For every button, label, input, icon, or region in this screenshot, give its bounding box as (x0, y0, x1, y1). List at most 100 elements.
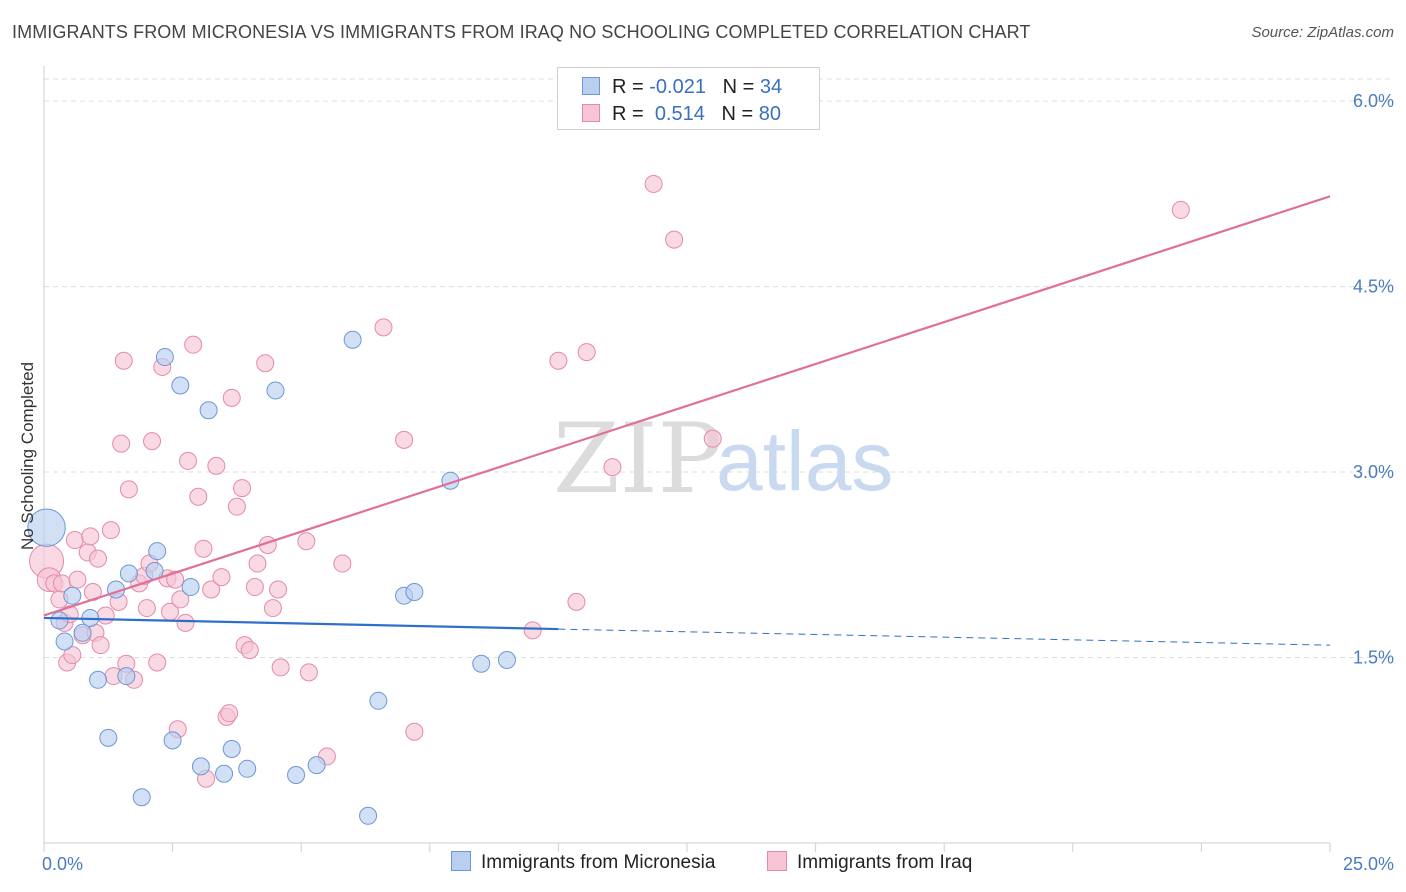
iraq-point (405, 722, 424, 741)
iraq-point (567, 592, 586, 611)
micronesia-point (287, 765, 306, 784)
micronesia-point (171, 376, 190, 395)
micronesia-point (266, 381, 285, 400)
bottom-legend-swatch-iraq (767, 851, 787, 871)
micronesia-point (369, 691, 388, 710)
bottom-legend-label-iraq: Immigrants from Iraq (797, 852, 973, 873)
iraq-point (271, 658, 290, 677)
iraq-point (184, 335, 203, 354)
micronesia-point (155, 348, 174, 367)
micronesia-point (191, 757, 210, 776)
iraq-point (220, 704, 239, 723)
iraq-point (665, 230, 684, 249)
iraq-point (603, 458, 622, 477)
y-tick-label: 3.0% (1353, 462, 1394, 482)
iraq-point (114, 351, 133, 370)
bottom-legend-iraq: Immigrants from Iraq (767, 851, 972, 874)
micronesia-point (50, 611, 69, 630)
x-tick-label: 25.0% (1343, 854, 1394, 874)
iraq-point (194, 539, 213, 558)
legend-n-label: N = (721, 103, 754, 125)
micronesia-point (119, 564, 138, 583)
grid-lines (44, 78, 1392, 659)
iraq-point (81, 527, 100, 546)
iraq-point (137, 599, 156, 618)
iraq-point (202, 580, 221, 599)
iraq-point (299, 663, 318, 682)
legend-swatch-micronesia (582, 77, 600, 95)
micronesia-point (181, 578, 200, 597)
iraq-point (91, 636, 110, 655)
micronesia-point (63, 586, 82, 605)
iraq-point (171, 590, 190, 609)
watermark-atlas: atlas (716, 414, 893, 508)
x-tick-label: 0.0% (42, 854, 83, 874)
axes (43, 66, 1331, 852)
iraq-point (176, 613, 195, 632)
iraq-point (112, 434, 131, 453)
bottom-legend-swatch-micronesia (451, 851, 471, 871)
iraq-point (644, 174, 663, 193)
iraq-point (63, 646, 82, 665)
iraq-point (263, 599, 282, 618)
bottom-legend-micronesia: Immigrants from Micronesia (451, 851, 715, 874)
iraq-point (143, 432, 162, 451)
micronesia-point (497, 650, 516, 669)
legend-r-value: -0.021 (649, 76, 706, 98)
micronesia-point (27, 508, 66, 547)
iraq-point (395, 430, 414, 449)
iraq-point (269, 580, 288, 599)
legend-swatch-iraq (582, 104, 600, 122)
iraq-point (256, 354, 275, 373)
iraq-point (248, 554, 267, 573)
iraq-point (96, 606, 115, 625)
bottom-legend-label-micronesia: Immigrants from Micronesia (481, 852, 716, 873)
micronesia-point (55, 632, 74, 651)
micronesia-point (117, 667, 136, 686)
iraq-point (240, 641, 259, 660)
watermark: ZIP atlas (553, 403, 893, 515)
trend-line-micronesia-extrapolated (558, 628, 1331, 646)
iraq-point (89, 549, 108, 568)
legend-row-iraq: R = 0.514 N = 80 (582, 103, 781, 126)
legend-n-label: N = (722, 76, 755, 98)
y-tick-label: 1.5% (1353, 648, 1394, 668)
iraq-point (222, 388, 241, 407)
iraq-point (233, 479, 252, 498)
legend-row-micronesia: R = -0.021 N = 34 (582, 76, 782, 99)
iraq-point (207, 456, 226, 475)
correlation-legend: R = -0.021 N = 34 R = 0.514 N = 80 (557, 67, 820, 130)
micronesia-point (472, 654, 491, 673)
legend-r-label: R = (612, 76, 644, 98)
micronesia-point (307, 756, 326, 775)
iraq-point (101, 521, 120, 540)
iraq-point (297, 532, 316, 551)
micronesia-point (238, 759, 257, 778)
micronesia-point (148, 542, 167, 561)
watermark-zip: ZIP (553, 403, 722, 515)
legend-n-value: 80 (758, 103, 782, 125)
iraq-point (549, 351, 568, 370)
micronesia-point (359, 806, 378, 825)
micronesia-point (99, 728, 118, 747)
y-tick-label: 6.0% (1353, 91, 1394, 111)
trend-line-micronesia (43, 616, 559, 631)
micronesia-point (222, 740, 241, 759)
iraq-point (245, 578, 264, 597)
iraq-point (68, 570, 87, 589)
iraq-point (212, 568, 231, 587)
iraq-point (703, 429, 722, 448)
trend-lines (43, 195, 1331, 646)
micronesia-point (215, 764, 234, 783)
micronesia-point (199, 401, 218, 420)
legend-n-value: 34 (759, 76, 783, 98)
micronesia-point (132, 788, 151, 807)
micronesia-point (89, 670, 108, 689)
iraq-point (179, 451, 198, 470)
iraq-point (1171, 200, 1190, 219)
iraq-point (577, 343, 596, 362)
iraq-point (189, 487, 208, 506)
series-micronesia (27, 330, 516, 825)
legend-r-value: 0.514 (654, 103, 705, 125)
iraq-point (119, 480, 138, 499)
